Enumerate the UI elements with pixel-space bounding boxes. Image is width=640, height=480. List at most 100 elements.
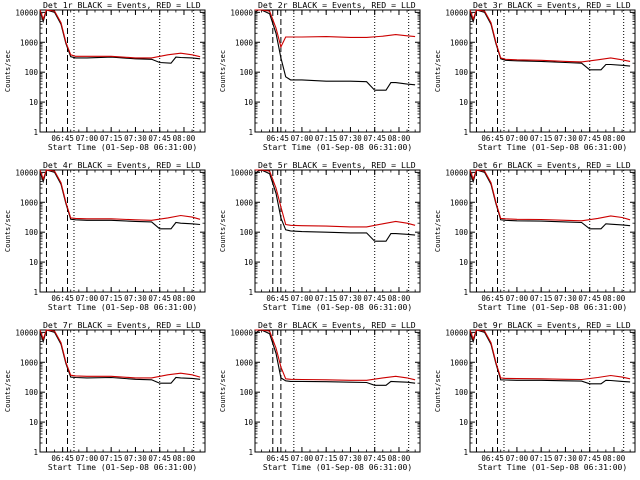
x-tick-label: 06:45 <box>266 134 289 143</box>
y-tick-label: 10000 <box>230 328 253 337</box>
x-tick-label: 07:00 <box>291 294 314 303</box>
y-axis-label: Counts/sec <box>4 210 12 252</box>
x-tick-label: 08:00 <box>173 454 196 463</box>
x-tick-label: 08:00 <box>173 134 196 143</box>
events-series-line <box>39 329 201 384</box>
y-tick-label: 100 <box>24 388 38 397</box>
y-tick-label: 10 <box>459 418 469 427</box>
y-tick-label: 10000 <box>445 8 468 17</box>
y-tick-label: 1000 <box>20 38 39 47</box>
x-tick-label: 07:15 <box>530 134 553 143</box>
x-axis-label: Start Time (01-Sep-08 06:31:00) <box>263 303 412 312</box>
panel-title: Det 4r BLACK = Events, RED = LLD <box>43 160 201 170</box>
x-tick-label: 06:45 <box>481 294 504 303</box>
x-tick-label: 08:00 <box>388 294 411 303</box>
x-tick-label: 07:00 <box>506 294 529 303</box>
y-tick-label: 100 <box>239 388 253 397</box>
plot-frame <box>39 169 206 293</box>
x-tick-label: 07:30 <box>339 454 362 463</box>
x-tick-label: 07:45 <box>578 294 601 303</box>
events-series-line <box>469 169 631 230</box>
lld-series-line <box>469 169 631 222</box>
x-axis-label: Start Time (01-Sep-08 06:31:00) <box>48 303 197 312</box>
x-tick-label: 07:00 <box>291 134 314 143</box>
x-tick-label: 07:30 <box>554 134 577 143</box>
x-axis-label: Start Time (01-Sep-08 06:31:00) <box>263 143 412 152</box>
y-tick-label: 10 <box>29 98 39 107</box>
y-tick-label: 1000 <box>20 198 39 207</box>
x-tick-label: 07:15 <box>530 454 553 463</box>
x-tick-label: 08:00 <box>603 134 626 143</box>
x-tick-label: 06:45 <box>481 454 504 463</box>
x-tick-label: 06:45 <box>266 454 289 463</box>
y-tick-label: 10 <box>29 418 39 427</box>
y-axis-label: Counts/sec <box>434 210 442 252</box>
x-axis-label: Start Time (01-Sep-08 06:31:00) <box>478 303 627 312</box>
x-tick-label: 07:00 <box>291 454 314 463</box>
detector-panel-7: Det 7r BLACK = Events, RED = LLD Counts/s… <box>4 320 206 472</box>
y-axis-label: Counts/sec <box>4 50 12 92</box>
panel-title: Det 1r BLACK = Events, RED = LLD <box>43 0 201 10</box>
x-axis-label: Start Time (01-Sep-08 06:31:00) <box>263 463 412 472</box>
y-tick-label: 10000 <box>445 328 468 337</box>
x-tick-label: 07:00 <box>506 454 529 463</box>
panel-title: Det 5r BLACK = Events, RED = LLD <box>258 160 416 170</box>
x-tick-label: 08:00 <box>603 454 626 463</box>
y-tick-label: 10000 <box>230 8 253 17</box>
panel-title: Det 7r BLACK = Events, RED = LLD <box>43 320 201 330</box>
panel-title: Det 2r BLACK = Events, RED = LLD <box>258 0 416 10</box>
events-series-line <box>469 329 631 385</box>
x-tick-label: 08:00 <box>388 454 411 463</box>
y-tick-label: 100 <box>24 68 38 77</box>
x-axis-label: Start Time (01-Sep-08 06:31:00) <box>478 143 627 152</box>
x-tick-label: 07:30 <box>554 294 577 303</box>
x-tick-label: 07:30 <box>339 134 362 143</box>
y-tick-label: 10 <box>244 98 254 107</box>
x-tick-label: 07:00 <box>76 134 99 143</box>
x-tick-label: 07:15 <box>100 454 123 463</box>
y-axis-label: Counts/sec <box>219 50 227 92</box>
x-tick-label: 06:45 <box>266 294 289 303</box>
y-tick-label: 10 <box>459 98 469 107</box>
y-tick-label: 1000 <box>450 198 469 207</box>
plot-frame <box>254 9 421 133</box>
lld-series-line <box>39 329 201 379</box>
y-tick-label: 100 <box>454 68 468 77</box>
y-axis-label: Counts/sec <box>4 370 12 412</box>
x-axis-label: Start Time (01-Sep-08 06:31:00) <box>48 143 197 152</box>
x-tick-label: 07:45 <box>363 454 386 463</box>
y-tick-label: 1 <box>33 288 38 297</box>
lld-series-line <box>39 169 201 221</box>
y-tick-label: 10 <box>244 258 254 267</box>
x-tick-label: 07:45 <box>578 134 601 143</box>
y-tick-label: 1 <box>463 128 468 137</box>
x-tick-label: 07:45 <box>363 134 386 143</box>
y-tick-label: 1 <box>33 128 38 137</box>
plot-frame <box>254 329 421 453</box>
detector-panel-1: Det 1r BLACK = Events, RED = LLD Counts/s… <box>4 0 206 152</box>
plot-frame <box>469 169 636 293</box>
lld-series-line <box>255 329 416 381</box>
x-tick-label: 06:45 <box>51 454 74 463</box>
y-tick-label: 1000 <box>235 358 254 367</box>
panel-title: Det 8r BLACK = Events, RED = LLD <box>258 320 416 330</box>
panel-title: Det 6r BLACK = Events, RED = LLD <box>473 160 631 170</box>
y-axis-label: Counts/sec <box>219 210 227 252</box>
x-tick-label: 06:45 <box>51 294 74 303</box>
lld-series-line <box>469 9 631 63</box>
x-tick-label: 07:15 <box>100 294 123 303</box>
x-tick-label: 07:30 <box>124 294 147 303</box>
y-tick-label: 1 <box>33 448 38 457</box>
plot-frame <box>39 9 206 133</box>
y-tick-label: 1000 <box>235 38 254 47</box>
y-tick-label: 1 <box>248 128 253 137</box>
y-tick-label: 10 <box>459 258 469 267</box>
x-tick-label: 07:15 <box>315 294 338 303</box>
y-tick-label: 100 <box>24 228 38 237</box>
detector-panel-4: Det 4r BLACK = Events, RED = LLD Counts/s… <box>4 160 206 312</box>
x-tick-label: 07:15 <box>315 134 338 143</box>
y-tick-label: 10000 <box>15 8 38 17</box>
x-tick-label: 07:45 <box>148 454 171 463</box>
x-axis-label: Start Time (01-Sep-08 06:31:00) <box>48 463 197 472</box>
y-tick-label: 10000 <box>15 168 38 177</box>
